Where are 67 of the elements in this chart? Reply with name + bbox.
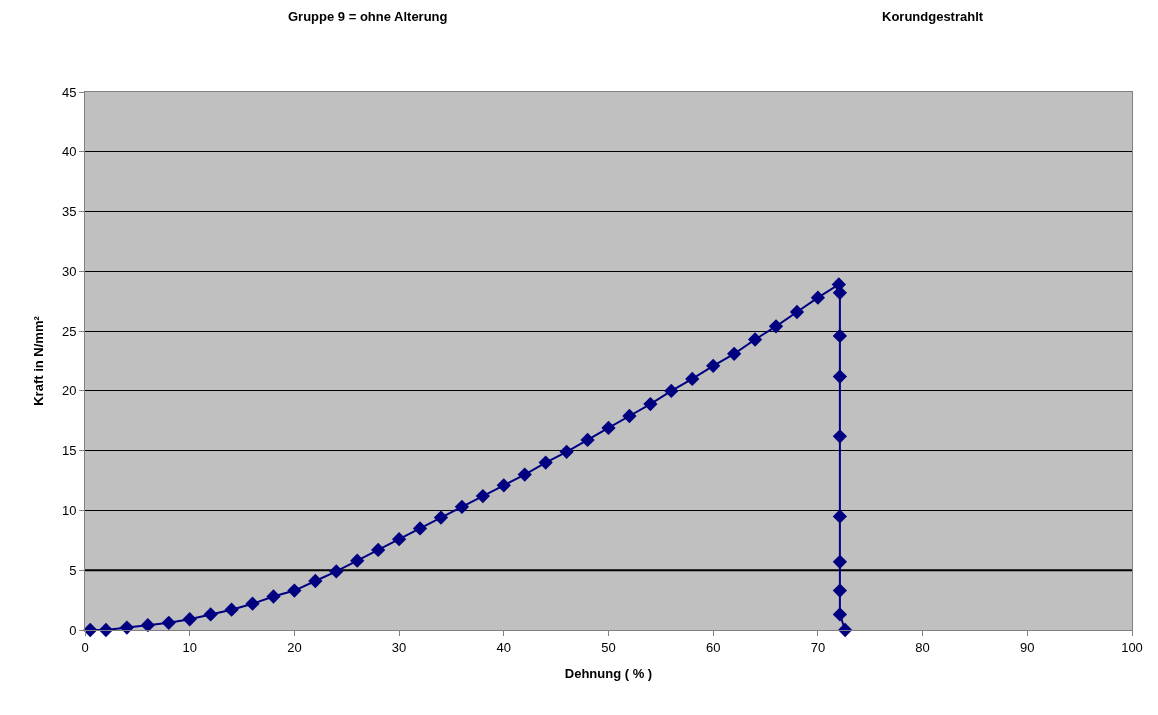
point [810,290,826,305]
y-tick-label: 20 [61,383,77,399]
point [622,408,637,424]
x-tick-label: 100 [1121,639,1143,655]
y-tick-label: 35 [61,204,77,220]
point [706,358,721,373]
point [496,478,511,493]
point [454,499,470,515]
point [601,420,616,436]
point [266,589,281,604]
point [832,429,848,444]
y-axis-title: Kraft in N/mm² [30,315,46,406]
point [308,573,323,589]
point [412,521,428,536]
point [433,510,449,525]
x-tick-label: 0 [81,639,89,655]
point [371,542,386,558]
point [287,583,302,598]
y-tick-label: 0 [69,622,77,638]
x-tick-label: 20 [287,639,302,655]
point [643,396,658,412]
point [559,444,574,460]
point [726,346,742,361]
point [350,553,365,568]
point [832,554,848,569]
point [140,618,155,633]
point [538,455,553,470]
point [832,369,848,384]
y-tick-label: 40 [61,144,77,160]
y-tick-label: 25 [61,323,77,339]
x-tick-label: 90 [1020,639,1035,655]
point [747,332,763,347]
y-tick-label: 15 [61,443,77,459]
point [245,596,260,611]
point [224,602,239,617]
point [182,612,197,627]
point [832,607,848,622]
point [837,622,853,638]
point [832,328,848,344]
x-tick-label: 80 [915,639,930,655]
point [580,432,595,448]
point [789,304,805,320]
x-tick-label: 40 [496,639,512,655]
point [832,509,848,524]
chart-title: Gruppe 9 = ohne Alterung [288,9,448,24]
y-tick-label: 5 [69,562,77,578]
x-tick-label: 60 [705,639,721,655]
point [832,583,848,598]
point [517,467,532,482]
y-tick-label: 10 [61,502,77,518]
point [391,531,407,547]
x-tick-label: 70 [810,639,826,655]
chart-subtitle: Korundgestrahlt [882,9,984,24]
point [768,319,784,334]
point [664,383,679,399]
x-tick-label: 10 [182,639,197,655]
x-tick-label: 30 [391,639,407,655]
y-tick-label: 45 [61,84,77,100]
point [203,607,218,622]
x-axis-title: Dehnung ( % ) [564,666,653,682]
point [329,564,344,579]
point [98,622,114,638]
point [161,615,176,630]
x-tick-label: 50 [601,639,616,655]
point [685,371,700,387]
point [475,488,491,504]
y-tick-label: 30 [61,263,77,279]
